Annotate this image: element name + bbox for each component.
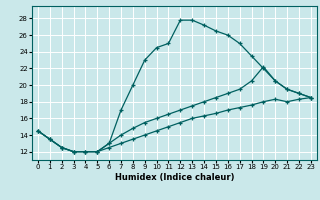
X-axis label: Humidex (Indice chaleur): Humidex (Indice chaleur) (115, 173, 234, 182)
